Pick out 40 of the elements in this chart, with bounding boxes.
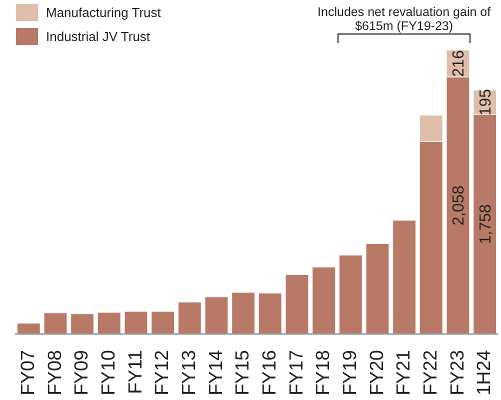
bar <box>151 311 175 334</box>
bar <box>258 292 282 334</box>
x-tick-label: FY20 <box>366 350 388 396</box>
x-tick-label: FY17 <box>286 350 308 396</box>
bar <box>285 274 309 334</box>
bar <box>232 292 256 334</box>
bar <box>124 311 148 334</box>
bar <box>70 313 94 334</box>
x-tick-label: 1H24 <box>474 350 496 396</box>
x-tick-label: FY13 <box>178 350 200 396</box>
data-label: 216 <box>450 50 468 77</box>
data-label: 2,058 <box>450 185 468 226</box>
x-tick-label: FY18 <box>313 350 334 396</box>
text: Includes net revaluation gain of $615m (FY19-23) <box>318 5 491 33</box>
x-tick-label: FY12 <box>152 350 174 396</box>
x-tick-label: FY10 <box>98 350 120 396</box>
x-tick-label: FY15 <box>232 350 254 396</box>
bar <box>392 220 416 334</box>
data-label: 1,758 <box>477 204 494 244</box>
x-tick-label: FY08 <box>44 350 66 396</box>
bar <box>16 322 40 334</box>
bar <box>338 254 362 334</box>
x-tick-label: FY22 <box>420 350 442 396</box>
x-tick-label: FY21 <box>394 350 415 396</box>
bar <box>312 266 336 334</box>
bar <box>178 302 202 334</box>
legend-label: Industrial JV Trust <box>46 29 150 44</box>
bar <box>97 312 121 334</box>
x-tick-label: FY16 <box>259 350 280 396</box>
bar <box>204 296 228 334</box>
x-tick-label: FY11 <box>125 350 146 394</box>
legend-label: Manufacturing Trust <box>46 5 161 20</box>
x-tick-label: FY09 <box>72 350 93 396</box>
bar <box>366 243 390 334</box>
data-label: 195 <box>477 88 494 116</box>
bar <box>44 312 68 334</box>
x-tick-label: FY07 <box>18 350 39 396</box>
x-tick-label: FY19 <box>340 350 361 396</box>
x-tick-label: FY23 <box>447 350 468 396</box>
x-tick-label: FY14 <box>206 350 227 396</box>
